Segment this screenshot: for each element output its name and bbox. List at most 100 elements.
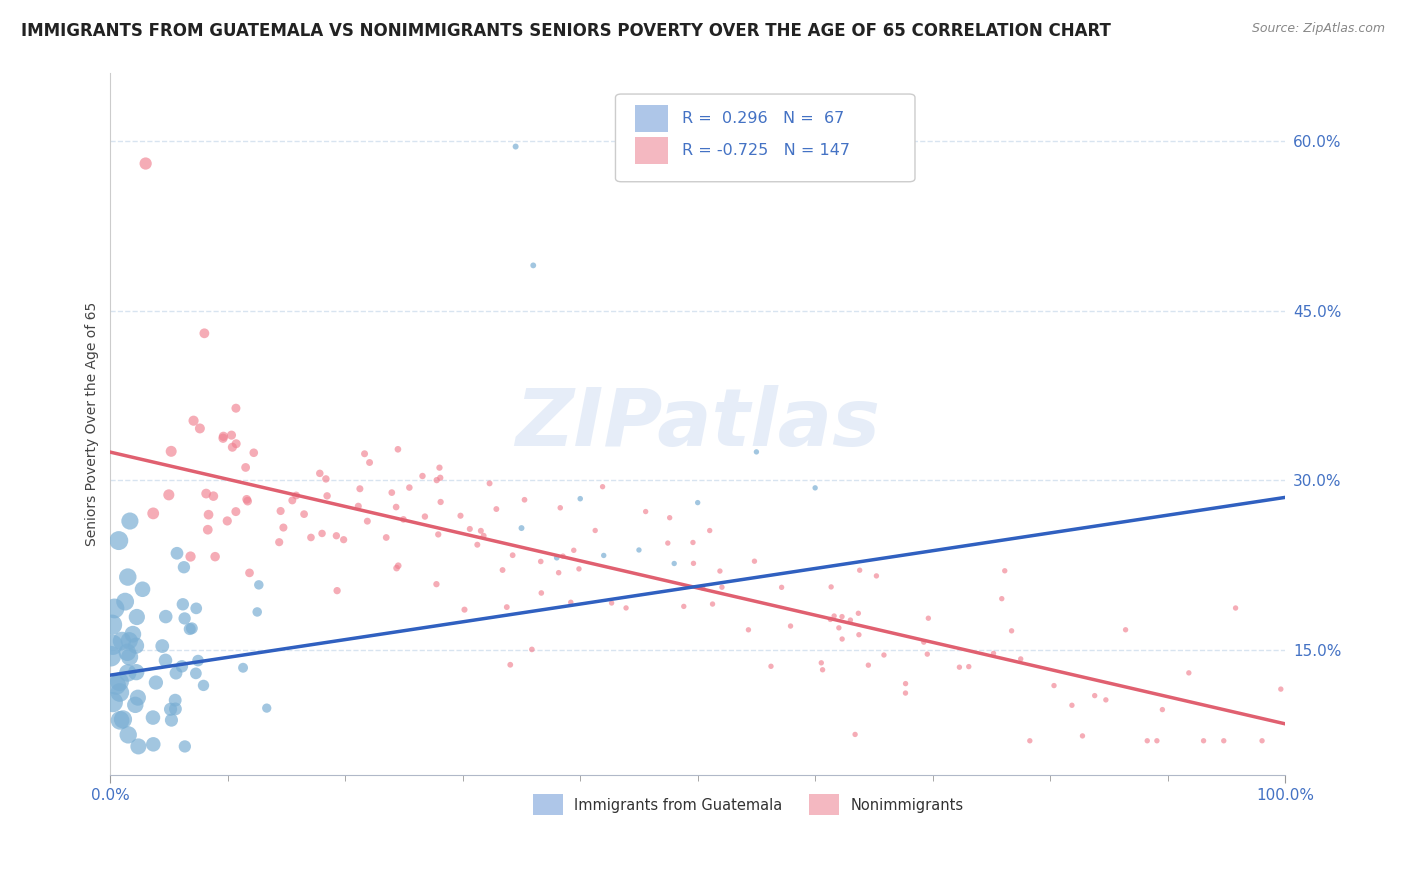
Point	[592, 480, 614, 494]
Text: Immigrants from Guatemala: Immigrants from Guatemala	[575, 798, 783, 814]
Point	[235, 460, 257, 475]
Point	[197, 508, 219, 522]
Point	[429, 460, 451, 475]
Point	[299, 531, 322, 545]
Point	[172, 597, 194, 611]
Point	[569, 491, 592, 506]
Point	[530, 554, 553, 568]
Point	[692, 581, 714, 595]
Point	[1060, 698, 1083, 713]
Point	[193, 678, 215, 692]
Point	[142, 710, 165, 724]
Point	[844, 727, 866, 741]
Point	[101, 617, 124, 632]
Point	[858, 658, 880, 673]
Point	[212, 431, 235, 445]
Y-axis label: Seniors Poverty Over the Age of 65: Seniors Poverty Over the Age of 65	[86, 301, 100, 546]
Point	[125, 665, 148, 680]
Point	[709, 564, 731, 578]
Point	[702, 597, 724, 611]
Point	[225, 401, 247, 416]
Point	[658, 510, 681, 524]
Point	[117, 665, 139, 680]
Point	[1225, 601, 1247, 615]
Point	[273, 520, 295, 534]
Point	[353, 447, 375, 461]
Point	[212, 429, 235, 443]
Point	[118, 514, 141, 528]
Point	[125, 639, 148, 653]
Point	[823, 609, 845, 624]
Point	[1000, 624, 1022, 638]
Point	[1084, 689, 1107, 703]
Point	[411, 469, 433, 483]
Point	[548, 500, 571, 515]
Point	[311, 526, 333, 541]
Point	[108, 714, 131, 728]
Point	[101, 695, 124, 709]
Point	[117, 728, 139, 742]
Point	[657, 536, 679, 550]
Point	[744, 554, 766, 568]
Point	[385, 500, 408, 514]
FancyBboxPatch shape	[533, 795, 562, 815]
Point	[246, 605, 269, 619]
Point	[160, 713, 183, 727]
Point	[349, 482, 371, 496]
Point	[356, 514, 378, 528]
Point	[686, 495, 709, 509]
Point	[502, 548, 524, 562]
Point	[547, 566, 569, 580]
Point	[235, 492, 257, 507]
Text: ZIPatlas: ZIPatlas	[515, 384, 880, 463]
Point	[125, 610, 148, 624]
Point	[225, 505, 247, 519]
Point	[238, 566, 260, 580]
Point	[155, 609, 177, 624]
Point	[232, 661, 254, 675]
Point	[759, 659, 782, 673]
Point	[142, 507, 165, 521]
Point	[269, 535, 291, 549]
Point	[197, 523, 219, 537]
Point	[472, 529, 495, 543]
Point	[450, 508, 472, 523]
Point	[221, 440, 243, 454]
Point	[1146, 733, 1168, 747]
Point	[179, 622, 201, 636]
Point	[183, 414, 205, 428]
Point	[184, 666, 207, 681]
Point	[127, 739, 149, 754]
Point	[600, 596, 623, 610]
Point	[100, 649, 122, 664]
Point	[1010, 652, 1032, 666]
Point	[326, 583, 349, 598]
Point	[820, 612, 842, 626]
Point	[387, 558, 409, 573]
Point	[427, 527, 450, 541]
Point	[236, 494, 259, 508]
Point	[332, 533, 354, 547]
Point	[820, 580, 842, 594]
Point	[173, 611, 195, 625]
Point	[114, 594, 136, 608]
Point	[118, 633, 141, 648]
Point	[831, 632, 853, 646]
Point	[1192, 733, 1215, 747]
Point	[811, 663, 834, 677]
Point	[1136, 733, 1159, 747]
Point	[118, 650, 141, 665]
Point	[1212, 733, 1234, 747]
Point	[398, 481, 420, 495]
Text: Source: ZipAtlas.com: Source: ZipAtlas.com	[1251, 22, 1385, 36]
Point	[1178, 665, 1201, 680]
Point	[804, 481, 827, 495]
Point	[157, 488, 180, 502]
Point	[485, 502, 508, 516]
Point	[385, 561, 408, 575]
Point	[103, 601, 125, 615]
FancyBboxPatch shape	[636, 105, 668, 132]
FancyBboxPatch shape	[810, 795, 838, 815]
Point	[292, 507, 315, 521]
Point	[1251, 733, 1274, 747]
